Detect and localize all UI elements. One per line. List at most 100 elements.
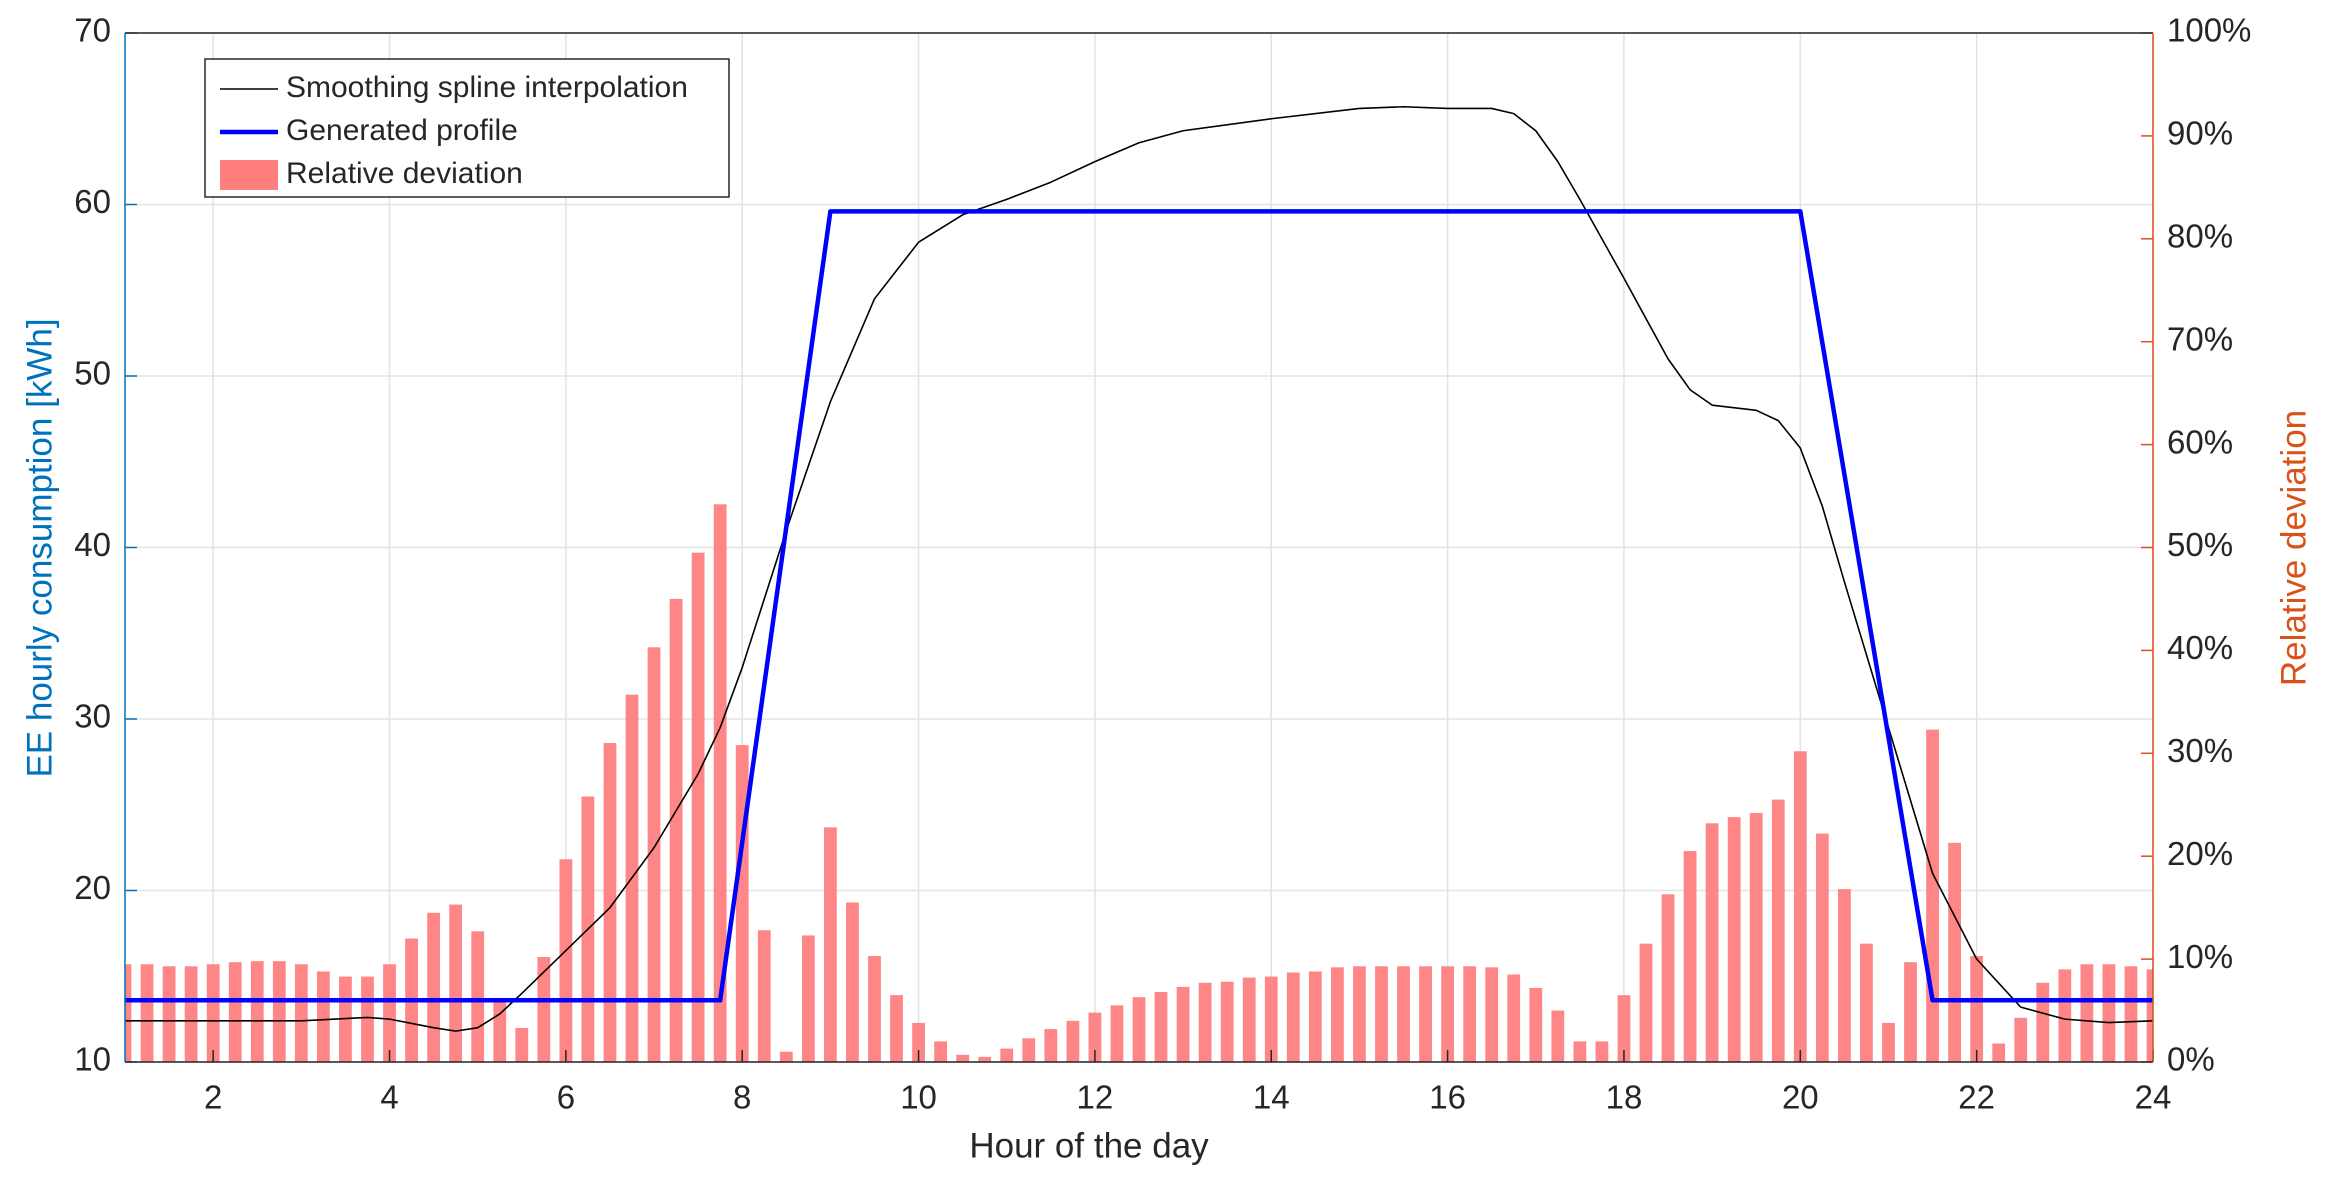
x-tick-label: 14 [1253,1079,1290,1116]
y2-tick-label: 40% [2167,629,2233,666]
y2-tick-label: 50% [2167,526,2233,563]
bar [1507,974,1521,1062]
legend-box [204,58,730,198]
bar [1286,972,1300,1062]
bar [1330,967,1344,1062]
bar [669,598,683,1062]
bar [846,902,859,1062]
bar [1948,842,1962,1062]
bar [1242,977,1256,1062]
y-tick-label: 30 [74,698,111,735]
bar [647,647,661,1062]
bar [1617,995,1631,1062]
y-tick-label: 10 [74,1041,111,1078]
y2-tick-label: 80% [2167,218,2233,255]
bar [1882,1022,1895,1062]
bar [1529,987,1543,1062]
bar [2146,969,2153,1062]
bar [1000,1048,1014,1062]
bar [2124,966,2138,1062]
y2-tick-label: 70% [2167,320,2233,357]
bar [206,964,220,1062]
x-axis-label: Hour of the day [969,1126,1209,1165]
bar [537,957,551,1062]
bar [1727,817,1741,1062]
bar [1639,943,1653,1062]
bar [184,966,198,1062]
legend: Smoothing spline interpolation Generated … [204,58,730,198]
y2-axis-label: Relative deviation [2274,410,2313,686]
bar [1661,894,1675,1062]
bar [2014,1017,2028,1062]
y-tick-label: 50 [74,355,111,392]
bar [383,964,396,1062]
bar [1837,889,1851,1062]
bar [1815,833,1829,1062]
bar [1066,1020,1080,1062]
bar [1573,1041,1587,1062]
bar [934,1041,948,1062]
x-tick-label: 24 [2135,1079,2172,1116]
bar [801,935,815,1062]
bar [427,912,441,1062]
bar [1860,943,1873,1062]
bar [1926,729,1939,1062]
bar [603,743,617,1062]
line [125,209,2153,1003]
bar [2036,982,2050,1062]
bar [713,504,727,1062]
bar [823,827,837,1062]
bar [1176,986,1190,1062]
x-tick-label: 4 [380,1079,398,1116]
x-tick-label: 8 [733,1079,751,1116]
y2-tick-label: 60% [2167,423,2233,460]
y2-tick-label: 100% [2167,12,2251,49]
bar [868,956,881,1062]
bar [1375,966,1388,1062]
bar [1132,997,1146,1062]
bar [228,962,242,1062]
y-axis-label: EE hourly consumption [kWh] [20,318,59,777]
y-tick-label: 70 [74,12,111,49]
bar [294,964,308,1062]
bar [1353,966,1366,1062]
bar [1771,799,1785,1062]
y2-tick-label: 10% [2167,938,2233,975]
bar [978,1056,992,1062]
bar [140,964,154,1062]
bar [956,1054,970,1062]
bar [1110,1005,1124,1062]
lines [125,105,2153,1032]
bar [691,552,705,1062]
y2-tick-label: 30% [2167,732,2233,769]
bar [515,1028,529,1062]
legend-label: Smoothing spline interpolation [286,71,688,104]
x-tick-label: 16 [1429,1079,1466,1116]
y2-tick-label: 90% [2167,115,2233,152]
bar [779,1051,793,1062]
bar [757,930,771,1062]
bar [125,964,132,1062]
y2-tick-label: 20% [2167,835,2233,872]
bar [735,745,749,1062]
x-tick-label: 10 [900,1079,937,1116]
bar [1749,812,1763,1062]
bar [1904,962,1917,1062]
bars [125,504,2153,1062]
bar [1992,1043,2006,1062]
x-tick-label: 2 [204,1079,222,1116]
bar [559,859,573,1062]
bar [162,966,176,1062]
bar [250,961,264,1062]
legend-swatch [220,160,278,190]
bar [1793,751,1807,1062]
bar [1088,1012,1102,1062]
bar [912,1022,925,1062]
x-tick-label: 20 [1782,1079,1819,1116]
bar [1220,981,1234,1062]
bar [1683,851,1697,1062]
bar [1485,967,1499,1062]
bar [2080,964,2094,1062]
legend-label: Generated profile [286,114,518,147]
